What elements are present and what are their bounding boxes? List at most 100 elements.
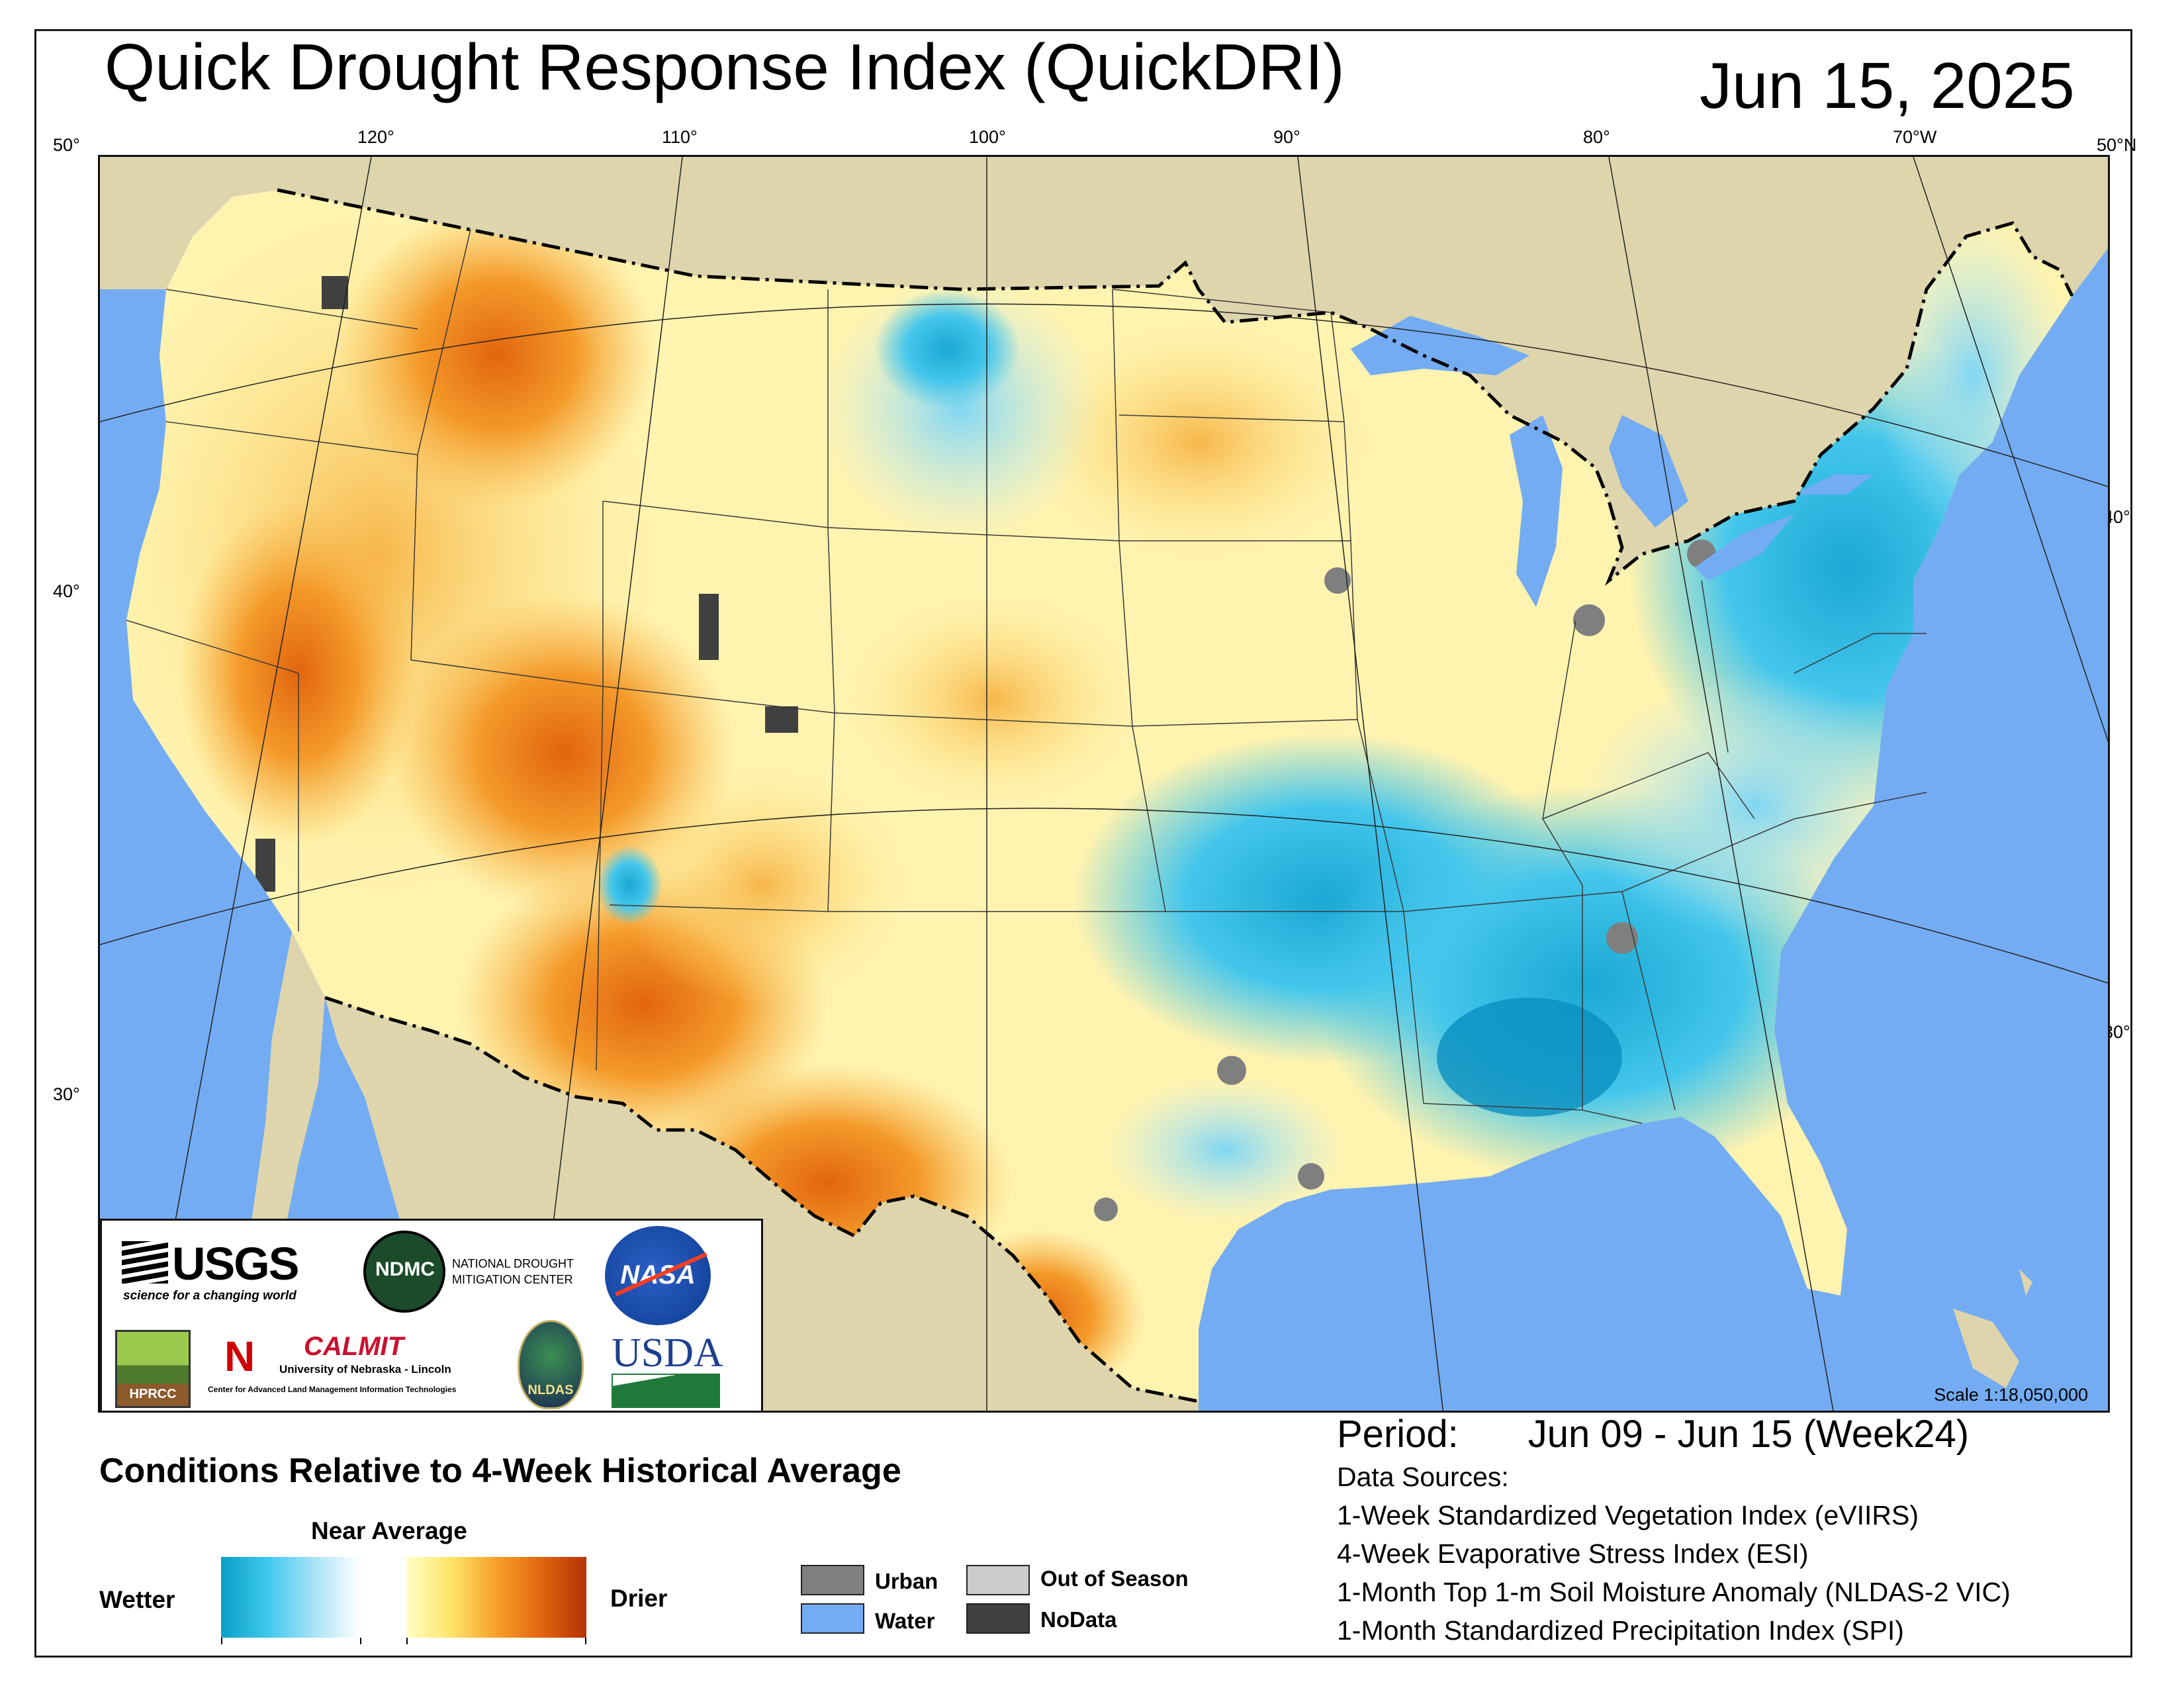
- legend-drier: Drier: [610, 1585, 668, 1612]
- data-sources-title: Data Sources:: [1337, 1462, 1509, 1492]
- graticule-lon-90: [1297, 157, 1444, 1411]
- drought-map: USGS science for a changing world NDMC N…: [98, 155, 2110, 1413]
- nodata-label: NoData: [1040, 1607, 1117, 1632]
- dry-region-nebraska: [848, 594, 1139, 806]
- out-of-season-swatch: [966, 1565, 1030, 1595]
- legend-wetter: Wetter: [99, 1586, 175, 1613]
- urban-dallas: [1217, 1056, 1246, 1085]
- map-frame: [34, 29, 2132, 1658]
- calmit-center: Center for Advanced Land Management Info…: [208, 1385, 457, 1394]
- period-label: Period:: [1337, 1413, 1459, 1456]
- data-source-item: 1-Month Top 1-m Soil Moisture Anomaly (N…: [1337, 1577, 2011, 1607]
- drought-map-graphic: [100, 157, 2108, 1411]
- wet-region-arizona-spot: [596, 845, 662, 925]
- legend-heading: Conditions Relative to 4-Week Historical…: [99, 1452, 901, 1490]
- graticule-lat-30: [100, 808, 2108, 984]
- dry-region-idaho-montana: [338, 203, 656, 508]
- baja-peninsula: [200, 931, 325, 1411]
- data-source-item: 1-Week Standardized Vegetation Index (eV…: [1337, 1500, 1919, 1530]
- lon-label-90: 90°: [1273, 127, 1300, 147]
- legend-dry-ramp: [406, 1557, 586, 1638]
- usda-logo: USDA: [612, 1330, 724, 1409]
- lon-label-120: 120°: [357, 127, 394, 147]
- graticule: [100, 157, 2108, 1411]
- lon-label-100: 100°: [969, 127, 1006, 147]
- usgs-wordmark: USGS: [172, 1238, 299, 1289]
- map-date: Jun 15, 2025: [1700, 49, 2075, 122]
- data-source-item: 1-Month Standardized Precipitation Index…: [1337, 1615, 1904, 1646]
- map-scale: Scale 1:18,050,000: [1934, 1385, 2088, 1405]
- hprcc-logo: HPRCC: [115, 1330, 191, 1408]
- nodata-patch-wyoming: [699, 594, 719, 660]
- usgs-wave-icon: [122, 1241, 168, 1284]
- calmit-university: University of Nebraska - Lincoln: [279, 1363, 451, 1376]
- lat-label-right-50n: 50°N: [2097, 135, 2137, 155]
- urban-austin: [1094, 1197, 1118, 1221]
- canada: [100, 157, 2108, 594]
- water-swatch: [801, 1603, 864, 1634]
- calmit-wordmark: CALMIT: [304, 1332, 404, 1361]
- lon-label-110: 110°: [662, 127, 698, 147]
- legend-tick: [406, 1638, 408, 1644]
- ndmc-acronym: NDMC: [375, 1258, 435, 1280]
- lon-label-80: 80°: [1583, 127, 1610, 147]
- wet-region-east-texas: [1106, 1077, 1344, 1223]
- usda-field-icon: [612, 1374, 720, 1408]
- graticule-lat-40: [100, 303, 2108, 487]
- legend-tick: [221, 1638, 222, 1644]
- lon-label-70w: 70°W: [1893, 127, 1937, 147]
- lat-label-left-40: 40°: [53, 581, 80, 601]
- urban-label: Urban: [875, 1569, 938, 1593]
- lake-huron: [1609, 415, 1688, 528]
- partner-logos-panel: USGS science for a changing world NDMC N…: [100, 1219, 763, 1411]
- state-borders: [126, 229, 1927, 1124]
- legend-near-average: Near Average: [311, 1517, 467, 1544]
- map-title: Quick Drought Response Index (QuickDRI): [105, 30, 1345, 103]
- period-line: Period: Jun 09 - Jun 15 (Week24): [1337, 1415, 1969, 1454]
- graticule-lon-80: [1608, 157, 1834, 1411]
- graticule-lon-110: [529, 157, 683, 1411]
- ndmc-name-line-1: NATIONAL DROUGHT: [452, 1257, 574, 1270]
- graticule-lon-120: [140, 157, 372, 1411]
- great-lakes: [1351, 316, 1874, 607]
- hprcc-wordmark: HPRCC: [129, 1387, 177, 1401]
- nodata-areas: [255, 276, 798, 892]
- urban-swatch: [801, 1565, 864, 1595]
- lat-label-left-30: 30°: [53, 1084, 80, 1104]
- wet-region-north-dakota-core: [874, 289, 1020, 408]
- unl-n-icon: N: [224, 1333, 255, 1380]
- nodata-swatch: [966, 1603, 1030, 1634]
- nodata-patch-cascades: [322, 276, 348, 309]
- data-source-item: 4-Week Evaporative Stress Index (ESI): [1337, 1538, 1809, 1569]
- bahamas-cuba: [1953, 1269, 2032, 1388]
- urban-minneapolis: [1324, 567, 1351, 594]
- ndmc-name-line-2: MITIGATION CENTER: [452, 1273, 573, 1286]
- legend-wet-ramp: [221, 1557, 360, 1638]
- urban-chicago: [1573, 604, 1605, 636]
- water-label: Water: [875, 1609, 935, 1633]
- legend-tick: [585, 1638, 586, 1644]
- urban-houston: [1298, 1163, 1324, 1190]
- dry-region-new-mexico: [616, 766, 907, 1004]
- dry-region-dakotas: [1026, 322, 1371, 561]
- ndmc-logo: NDMC NATIONAL DROUGHT MITIGATION CENTER: [363, 1231, 574, 1317]
- nasa-logo: NASA: [605, 1226, 711, 1325]
- nldas-logo: NLDAS: [518, 1320, 584, 1409]
- international-border: [277, 188, 2074, 1403]
- wet-region-alabama-core: [1437, 998, 1622, 1117]
- nodata-patch-colorado: [765, 706, 798, 733]
- period-value: Jun 09 - Jun 15 (Week24): [1527, 1413, 1970, 1456]
- usgs-tagline: science for a changing world: [123, 1289, 296, 1303]
- urban-atlanta: [1606, 922, 1638, 954]
- usda-wordmark: USDA: [612, 1331, 723, 1376]
- graticule-lon-70: [1913, 157, 2108, 743]
- nldas-wordmark: NLDAS: [527, 1383, 574, 1397]
- lake-superior: [1351, 316, 1529, 375]
- usgs-logo: USGS science for a changing world: [122, 1237, 314, 1310]
- ndmc-badge: [363, 1231, 445, 1313]
- lake-michigan: [1510, 415, 1563, 607]
- legend-tick: [360, 1638, 361, 1644]
- lat-label-left-50: 50°: [53, 135, 80, 155]
- out-of-season-label: Out of Season: [1040, 1566, 1189, 1591]
- lake-erie: [1695, 514, 1794, 581]
